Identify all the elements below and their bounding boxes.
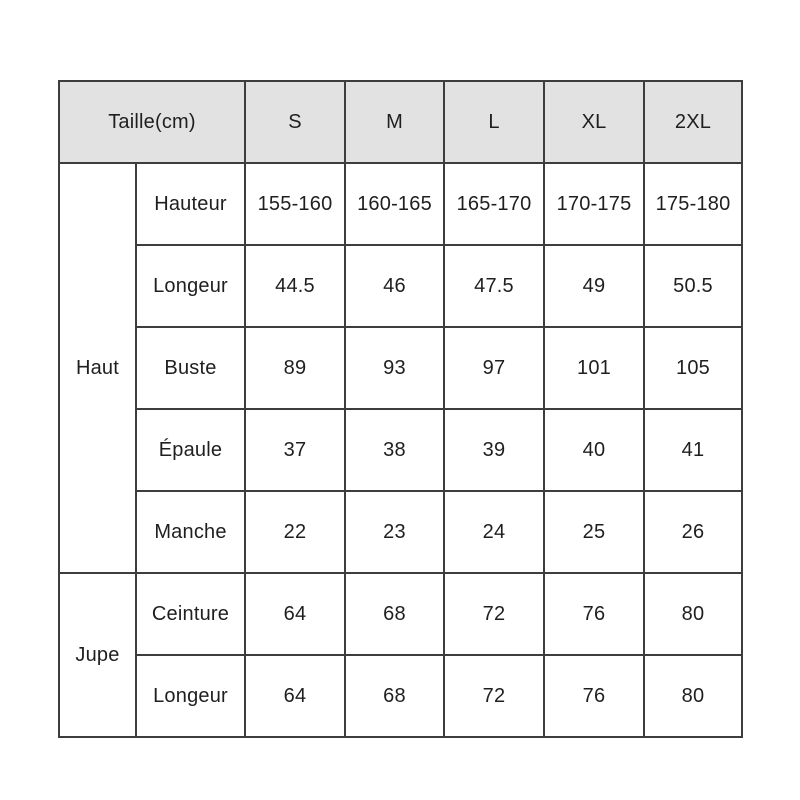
section-cell-haut: Haut: [58, 162, 137, 574]
row-label-buste: Buste: [135, 326, 246, 410]
value-cell: 37: [244, 408, 346, 492]
row-label-longeur-jupe: Longeur: [135, 654, 246, 738]
table-row-hauteur: Haut Hauteur 155-160 160-165 165-170 170…: [58, 162, 743, 574]
value-cell: 50.5: [643, 244, 743, 328]
value-cell: 24: [443, 490, 545, 574]
value-cell: 39: [443, 408, 545, 492]
value-cell: 68: [344, 572, 445, 656]
table-row-manche: Manche 22 23 24 25 26: [59, 490, 743, 574]
value-cell: 49: [543, 244, 645, 328]
value-cell: 93: [344, 326, 445, 410]
value-cell: 105: [643, 326, 743, 410]
row-label-manche: Manche: [135, 490, 246, 574]
value-cell: 26: [643, 490, 743, 574]
value-cell: 170-175: [543, 162, 645, 246]
value-cell: 22: [244, 490, 346, 574]
row-label-longeur-haut: Longeur: [135, 244, 246, 328]
table-row-buste: Buste 89 93 97 101 105: [59, 326, 743, 410]
header-size-m: M: [344, 80, 445, 164]
value-cell: 175-180: [643, 162, 743, 246]
table-row-epaule: Épaule 37 38 39 40 41: [59, 408, 743, 492]
table-row-ceinture: Jupe Ceinture 64 68 72 76 80: [58, 572, 743, 738]
value-cell: 38: [344, 408, 445, 492]
row-label-epaule: Épaule: [135, 408, 246, 492]
value-cell: 80: [643, 572, 743, 656]
value-cell: 68: [344, 654, 445, 738]
section-cell-jupe: Jupe: [58, 572, 137, 738]
value-cell: 160-165: [344, 162, 445, 246]
header-row: Taille(cm) S M L XL 2XL: [58, 80, 743, 164]
header-size-xl: XL: [543, 80, 645, 164]
header-size-2xl: 2XL: [643, 80, 743, 164]
value-cell: 165-170: [443, 162, 545, 246]
value-cell: 64: [244, 654, 346, 738]
value-cell: 97: [443, 326, 545, 410]
size-chart-table: Taille(cm) S M L XL 2XL Haut Hauteur 155…: [58, 80, 743, 738]
row-label-ceinture: Ceinture: [135, 572, 246, 656]
header-size-s: S: [244, 80, 346, 164]
value-cell: 155-160: [244, 162, 346, 246]
value-cell: 25: [543, 490, 645, 574]
value-cell: 41: [643, 408, 743, 492]
value-cell: 76: [543, 572, 645, 656]
value-cell: 47.5: [443, 244, 545, 328]
row-label-hauteur: Hauteur: [135, 162, 246, 246]
value-cell: 72: [443, 572, 545, 656]
value-cell: 23: [344, 490, 445, 574]
header-size-l: L: [443, 80, 545, 164]
value-cell: 72: [443, 654, 545, 738]
table-row-longeur-haut: Longeur 44.5 46 47.5 49 50.5: [59, 244, 743, 328]
value-cell: 40: [543, 408, 645, 492]
value-cell: 44.5: [244, 244, 346, 328]
value-cell: 64: [244, 572, 346, 656]
value-cell: 46: [344, 244, 445, 328]
table-row-longeur-jupe: Longeur 64 68 72 76 80: [59, 654, 743, 738]
value-cell: 76: [543, 654, 645, 738]
value-cell: 101: [543, 326, 645, 410]
value-cell: 80: [643, 654, 743, 738]
value-cell: 89: [244, 326, 346, 410]
header-taille-cell: Taille(cm): [58, 80, 246, 164]
